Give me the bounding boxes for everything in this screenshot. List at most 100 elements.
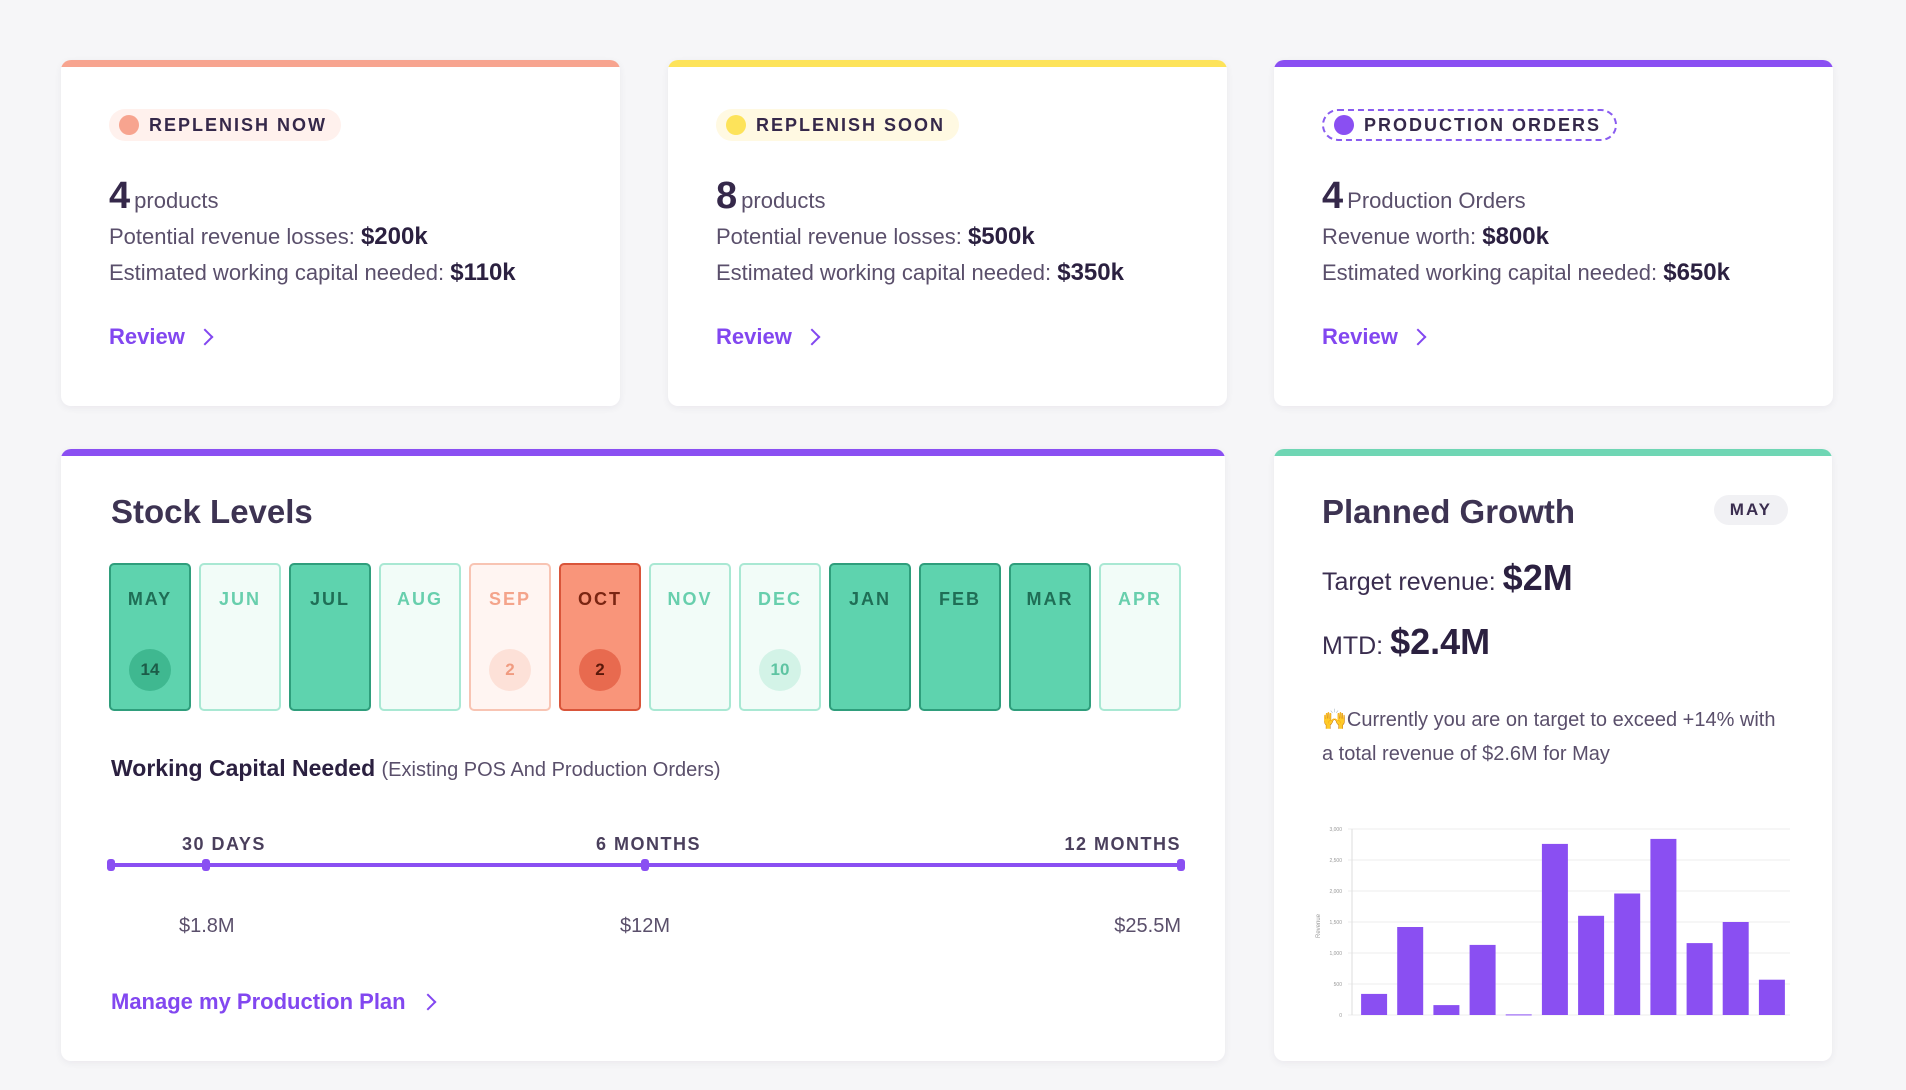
month-tile-jun[interactable]: JUN bbox=[199, 563, 281, 711]
month-tile-apr[interactable]: APR bbox=[1099, 563, 1181, 711]
timeline-marker-start bbox=[107, 859, 115, 871]
product-count: 8 bbox=[716, 175, 738, 217]
month-label: MAR bbox=[1026, 589, 1074, 609]
order-count: 4 bbox=[1322, 175, 1344, 217]
bar-10[interactable] bbox=[1686, 943, 1713, 1015]
stock-levels-title: Stock Levels bbox=[111, 493, 313, 530]
capital-needed-value: $350k bbox=[1057, 259, 1124, 286]
capital-needed-label: Estimated working capital needed: bbox=[1322, 260, 1658, 285]
bar-4[interactable] bbox=[1469, 944, 1496, 1015]
month-tile-oct[interactable]: OCT 2 bbox=[559, 563, 641, 711]
timeline-value-30-days: $1.8M bbox=[179, 915, 235, 937]
production-orders-summary: 4 Production Orders Revenue worth: $800k … bbox=[1322, 175, 1730, 291]
review-link-replenish-soon[interactable]: Review bbox=[716, 324, 821, 350]
replenish-soon-badge: REPLENISH SOON bbox=[716, 109, 960, 141]
timeline-label-12-months: 12 MONTHS bbox=[1064, 834, 1181, 854]
bar-2[interactable] bbox=[1397, 927, 1424, 1015]
month-count-badge: 2 bbox=[489, 649, 531, 691]
revenue-loss-label: Potential revenue losses: bbox=[716, 224, 962, 249]
growth-note-text: Currently you are on target to exceed +1… bbox=[1322, 709, 1776, 765]
month-label: SEP bbox=[488, 589, 532, 609]
timeline-label-30-days: 30 DAYS bbox=[182, 834, 266, 854]
card-accent-bar bbox=[668, 60, 1227, 67]
month-tile-aug[interactable]: AUG bbox=[379, 563, 461, 711]
bar-9[interactable] bbox=[1650, 838, 1677, 1015]
month-label: FEB bbox=[939, 589, 981, 609]
capital-needed-value: $110k bbox=[450, 259, 516, 286]
month-label: APR bbox=[1117, 589, 1162, 609]
planned-growth-title: Planned Growth bbox=[1322, 493, 1576, 530]
month-count-badge: 2 bbox=[579, 649, 621, 691]
bar-8[interactable] bbox=[1614, 893, 1641, 1016]
growth-note: 🙌Currently you are on target to exceed +… bbox=[1322, 703, 1792, 771]
production-orders-card: PRODUCTION ORDERS 4 Production Orders Rev… bbox=[1274, 60, 1833, 406]
timeline-value-6-months: $12M bbox=[620, 915, 671, 937]
raised-hands-icon: 🙌 bbox=[1322, 709, 1347, 731]
working-capital-subtitle: (Existing POS And Production Orders) bbox=[381, 759, 721, 781]
replenish-now-summary: 4 products Potential revenue losses: $200… bbox=[109, 175, 516, 291]
working-capital-heading: Working Capital Needed (Existing POS And… bbox=[111, 755, 721, 782]
month-label: AUG bbox=[397, 589, 443, 609]
month-tile-mar[interactable]: MAR bbox=[1009, 563, 1091, 711]
y-axis-label: Revenue bbox=[1316, 913, 1322, 938]
bar-7[interactable] bbox=[1578, 915, 1605, 1015]
review-link-production-orders[interactable]: Review bbox=[1322, 324, 1427, 350]
count-label: Production Orders bbox=[1347, 188, 1526, 213]
replenish-now-card: REPLENISH NOW 4 products Potential revenu… bbox=[61, 60, 620, 406]
card-accent-bar bbox=[61, 60, 620, 67]
month-label: JAN bbox=[848, 589, 891, 609]
month-count-badge: 10 bbox=[759, 649, 801, 691]
badge-label: REPLENISH NOW bbox=[149, 114, 328, 135]
chevron-right-icon bbox=[1409, 328, 1427, 346]
month-pill[interactable]: MAY bbox=[1713, 495, 1788, 525]
month-tile-jan[interactable]: JAN bbox=[829, 563, 911, 711]
y-tick-label: 3,000 bbox=[1329, 827, 1342, 833]
month-tile-may[interactable]: MAY 14 bbox=[109, 563, 191, 711]
month-label: JUL bbox=[309, 589, 350, 609]
manage-label: Manage my Production Plan bbox=[111, 989, 406, 1014]
revenue-worth-value: $800k bbox=[1482, 223, 1549, 250]
month-tile-feb[interactable]: FEB bbox=[919, 563, 1001, 711]
month-tile-dec[interactable]: DEC 10 bbox=[739, 563, 821, 711]
month-strip: MAY 14 JUN JUL AUG SEP 2 OCT 2 NOV DEC 10 JAN FEB MAR A… bbox=[109, 563, 1181, 711]
timeline-marker-12-months bbox=[1177, 859, 1185, 871]
y-tick-label: 1,500 bbox=[1329, 920, 1342, 926]
replenish-now-badge: REPLENISH NOW bbox=[109, 109, 342, 141]
month-count-badge: 14 bbox=[129, 649, 171, 691]
month-label: NOV bbox=[667, 589, 713, 609]
chevron-right-icon bbox=[419, 993, 437, 1011]
month-tile-jul[interactable]: JUL bbox=[289, 563, 371, 711]
month-label: JUN bbox=[218, 589, 261, 609]
timeline-value-12-months: $25.5M bbox=[1114, 915, 1181, 937]
replenish-soon-card: REPLENISH SOON 8 products Potential reven… bbox=[668, 60, 1227, 406]
count-label: products bbox=[134, 188, 219, 213]
y-tick-label: 500 bbox=[1334, 982, 1343, 988]
bar-1[interactable] bbox=[1361, 993, 1388, 1015]
card-accent-bar bbox=[61, 449, 1225, 456]
bar-12[interactable] bbox=[1758, 979, 1785, 1015]
card-accent-bar bbox=[1274, 449, 1832, 456]
bar-11[interactable] bbox=[1722, 922, 1749, 1015]
month-label: OCT bbox=[578, 589, 622, 609]
y-tick-label: 0 bbox=[1339, 1013, 1342, 1019]
badge-label: REPLENISH SOON bbox=[756, 114, 946, 135]
badge-label: PRODUCTION ORDERS bbox=[1364, 114, 1602, 135]
month-tile-nov[interactable]: NOV bbox=[649, 563, 731, 711]
capital-needed-value: $650k bbox=[1663, 259, 1730, 286]
bar-5[interactable] bbox=[1505, 1014, 1532, 1016]
bar-6[interactable] bbox=[1541, 843, 1568, 1015]
timeline-label-6-months: 6 MONTHS bbox=[596, 834, 702, 854]
manage-production-plan-link[interactable]: Manage my Production Plan bbox=[111, 989, 437, 1015]
revenue-worth-label: Revenue worth: bbox=[1322, 224, 1477, 249]
working-capital-title: Working Capital Needed bbox=[111, 755, 376, 781]
review-label: Review bbox=[109, 324, 185, 349]
review-link-replenish-now[interactable]: Review bbox=[109, 324, 214, 350]
product-count: 4 bbox=[109, 175, 131, 217]
bar-3[interactable] bbox=[1433, 1005, 1460, 1015]
capital-needed-label: Estimated working capital needed: bbox=[109, 260, 445, 285]
capital-needed-label: Estimated working capital needed: bbox=[716, 260, 1052, 285]
month-label: MAY bbox=[127, 589, 173, 609]
count-label: products bbox=[741, 188, 826, 213]
month-tile-sep[interactable]: SEP 2 bbox=[469, 563, 551, 711]
month-label: DEC bbox=[757, 589, 802, 609]
